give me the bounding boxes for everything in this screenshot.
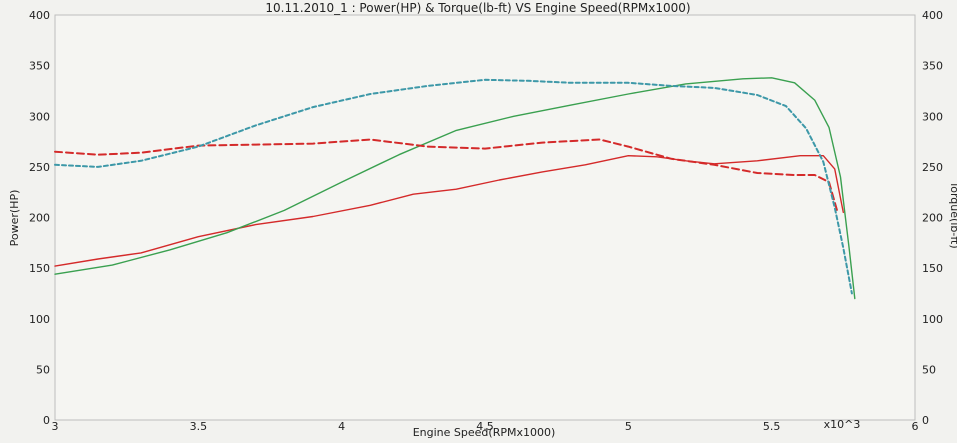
y-tick-left: 150 [29, 262, 50, 275]
series-line [54, 78, 853, 295]
y-tick-left: 50 [36, 363, 50, 376]
y-tick-right: 0 [922, 414, 929, 427]
y-tick-left: 350 [29, 60, 50, 73]
ticks-layer: 0 50 100 150 200 250 300 350 400 0 50 100 150 200 250 3… [29, 9, 943, 433]
y-tick-right: 200 [922, 212, 943, 225]
x-tick: 6 [912, 420, 919, 433]
y-axis-label-left: Power(HP) [8, 190, 21, 247]
plot-area [54, 14, 916, 421]
x-tick: 3 [52, 420, 59, 433]
y-tick-left: 100 [29, 313, 50, 326]
y-tick-right: 350 [922, 60, 943, 73]
x-axis-label: Engine Speed(RPMx1000) [413, 426, 556, 439]
series-line [54, 77, 856, 300]
series-line [54, 138, 839, 214]
y-tick-right: 150 [922, 262, 943, 275]
y-tick-right: 300 [922, 110, 943, 123]
y-tick-right: 400 [922, 9, 943, 22]
x-multiplier-label: x10^3 [824, 418, 861, 431]
y-tick-left: 400 [29, 9, 50, 22]
y-tick-right: 100 [922, 313, 943, 326]
y-tick-left: 250 [29, 161, 50, 174]
series-line [54, 155, 844, 267]
x-tick: 4.5 [476, 420, 494, 433]
y-tick-right: 250 [922, 161, 943, 174]
y-tick-left: 200 [29, 212, 50, 225]
x-tick: 5 [625, 420, 632, 433]
y-tick-right: 50 [922, 363, 936, 376]
y-tick-left: 0 [43, 414, 50, 427]
x-tick: 5.5 [763, 420, 781, 433]
y-axis-label-right: Torque(lb-ft) [948, 180, 957, 248]
y-tick-left: 300 [29, 110, 50, 123]
series-layer [54, 77, 856, 300]
x-tick: 3.5 [190, 420, 208, 433]
x-tick: 4 [338, 420, 345, 433]
chart-title: 10.11.2010_1 : Power(HP) & Torque(lb-ft)… [265, 1, 690, 15]
